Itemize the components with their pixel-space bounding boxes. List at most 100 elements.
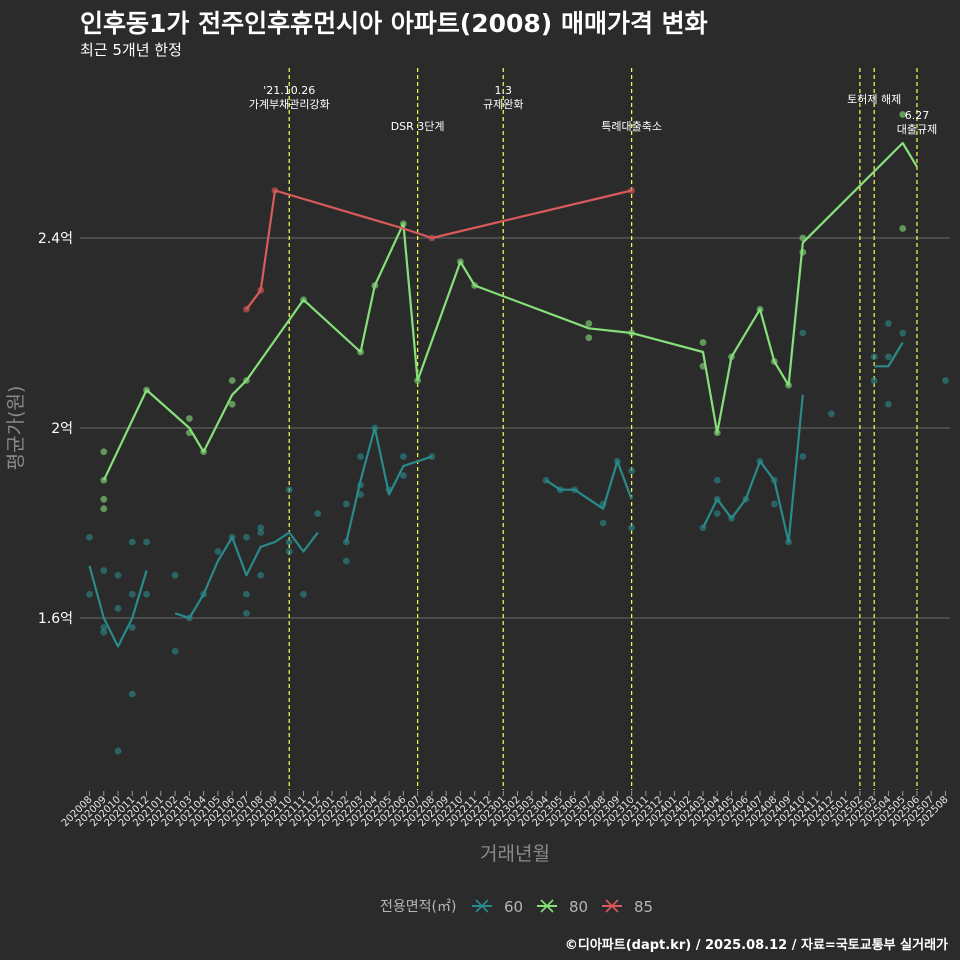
legend-key-cross bbox=[540, 899, 554, 913]
series-line-85 bbox=[245, 189, 632, 310]
data-points bbox=[86, 111, 949, 755]
data-point bbox=[300, 590, 307, 598]
data-point bbox=[799, 453, 807, 460]
data-point bbox=[100, 624, 108, 631]
series-line-80 bbox=[102, 141, 918, 481]
event-annotation: '21.10.26 가계부채관리강화 bbox=[249, 84, 330, 111]
series-line-60 bbox=[702, 394, 804, 544]
data-point bbox=[228, 377, 236, 384]
data-point bbox=[185, 415, 193, 422]
data-point bbox=[100, 628, 108, 636]
data-point bbox=[171, 647, 179, 655]
data-point bbox=[870, 353, 878, 361]
data-point bbox=[285, 548, 293, 555]
data-point bbox=[885, 353, 892, 361]
series-lines bbox=[88, 141, 918, 648]
data-point bbox=[399, 472, 407, 479]
data-point bbox=[128, 624, 136, 631]
legend-key-cross bbox=[605, 899, 619, 913]
data-point bbox=[257, 524, 265, 532]
data-point bbox=[770, 500, 778, 508]
data-point bbox=[942, 377, 949, 384]
series-line-60 bbox=[874, 341, 904, 368]
data-point bbox=[100, 495, 108, 503]
data-point bbox=[285, 538, 293, 546]
y-tick-labels: 1.6억 2억 2.4억 bbox=[38, 231, 73, 627]
data-point bbox=[257, 529, 265, 536]
data-point bbox=[357, 453, 364, 460]
data-point bbox=[885, 400, 892, 408]
data-point bbox=[585, 334, 593, 342]
y-tick-label: 2억 bbox=[51, 421, 73, 437]
data-point bbox=[100, 505, 108, 513]
event-annotation: DSR 3단계 bbox=[391, 120, 445, 133]
data-point bbox=[86, 590, 93, 598]
data-point bbox=[357, 491, 364, 498]
event-annotation: 1.3 규제완화 bbox=[483, 84, 523, 111]
event-annotation: 토허제 해제 bbox=[847, 92, 901, 106]
event-annotation: 6.27 대출규제 bbox=[897, 109, 937, 136]
data-point bbox=[399, 453, 407, 460]
data-point bbox=[870, 377, 878, 384]
legend-label: 85 bbox=[634, 898, 653, 916]
y-tick-label: 2.4억 bbox=[38, 231, 73, 247]
data-point bbox=[143, 538, 150, 546]
data-point bbox=[243, 533, 250, 541]
event-lines bbox=[288, 68, 918, 790]
event-annotation: 특례대출축소 bbox=[601, 120, 662, 133]
data-point bbox=[628, 187, 636, 194]
data-point bbox=[128, 538, 136, 546]
data-point bbox=[699, 339, 707, 346]
data-point bbox=[314, 510, 322, 517]
data-point bbox=[128, 590, 136, 598]
data-point bbox=[799, 329, 807, 337]
data-point bbox=[899, 329, 907, 337]
data-point bbox=[628, 524, 636, 532]
y-tick-label: 1.6억 bbox=[38, 611, 73, 627]
legend-label: 80 bbox=[569, 898, 588, 916]
legend-key-cross bbox=[475, 899, 489, 913]
data-point bbox=[114, 571, 122, 579]
data-point bbox=[342, 557, 350, 565]
series-line-60 bbox=[345, 426, 433, 543]
data-point bbox=[599, 519, 607, 527]
data-point bbox=[86, 533, 93, 541]
data-point bbox=[585, 320, 593, 327]
legend-title: 전용면적(㎡) bbox=[380, 899, 456, 915]
data-point bbox=[114, 747, 122, 755]
data-point bbox=[114, 605, 122, 612]
legend: 전용면적(㎡) 60 80 85 bbox=[380, 898, 653, 916]
x-axis-title: 거래년월 bbox=[480, 843, 550, 865]
chart-subtitle: 최근 5개년 한정 bbox=[80, 41, 182, 59]
x-tick-labels: 2020082020092020102020112020122021012021… bbox=[60, 791, 951, 829]
series-line-60 bbox=[545, 460, 633, 510]
data-point bbox=[257, 571, 265, 579]
data-point bbox=[100, 448, 108, 456]
data-point bbox=[243, 590, 250, 598]
data-point bbox=[171, 571, 179, 579]
data-point bbox=[899, 111, 907, 118]
series-line-60 bbox=[174, 531, 319, 620]
data-point bbox=[214, 548, 222, 555]
legend-label: 60 bbox=[504, 898, 523, 916]
data-point bbox=[713, 476, 721, 484]
data-point bbox=[228, 400, 236, 408]
data-point bbox=[243, 609, 250, 617]
data-point bbox=[827, 410, 835, 418]
data-point bbox=[285, 486, 293, 494]
data-point bbox=[342, 500, 350, 508]
data-point bbox=[899, 225, 907, 232]
data-point bbox=[143, 590, 150, 598]
data-point bbox=[713, 510, 721, 517]
chart-title: 인후동1가 전주인후휴먼시아 아파트(2008) 매매가격 변화 bbox=[80, 9, 708, 38]
data-point bbox=[885, 320, 892, 327]
y-axis-title: 평균가(원) bbox=[5, 386, 27, 471]
data-point bbox=[628, 467, 636, 475]
data-point bbox=[100, 567, 108, 574]
series-line-60 bbox=[88, 565, 148, 648]
source-caption: ©디아파트(dapt.kr) / 2025.08.12 / 자료=국토교통부 실… bbox=[564, 938, 948, 953]
grid-layer bbox=[80, 237, 950, 619]
data-point bbox=[128, 690, 136, 698]
